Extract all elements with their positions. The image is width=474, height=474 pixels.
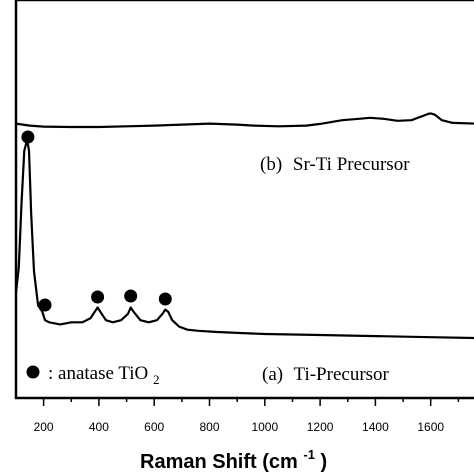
x-axis-title: Raman Shift (cm -1 ) (140, 442, 327, 473)
label-series-a-text: Ti-Precursor (294, 364, 390, 385)
label-series-b-text: Sr-Ti Precursor (293, 154, 410, 175)
anatase-marker (124, 289, 138, 303)
x-ticks (42, 398, 460, 406)
x-tick-labels: 20040060080010001200140016001 (34, 420, 445, 434)
anatase-marker (158, 292, 172, 306)
x-tick-label: 400 (89, 420, 109, 434)
x-tick-label: 1400 (362, 420, 389, 434)
anatase-marker (91, 290, 105, 304)
x-tick-label: 200 (34, 420, 54, 434)
x-axis-title-sup: -1 (303, 447, 315, 462)
label-series-b-prefix: (b) (260, 154, 282, 175)
x-tick-label: 1200 (307, 420, 334, 434)
label-series-b: (b) Sr-Ti Precursor (260, 154, 410, 175)
legend-text: : anatase TiO 2 (48, 363, 160, 387)
x-axis-title-tail: ) (321, 451, 328, 473)
plot-frame (14, 0, 474, 400)
x-tick-label: 600 (144, 420, 164, 434)
label-series-a-prefix: (a) (262, 364, 283, 385)
legend-subscript: 2 (153, 372, 160, 387)
anatase-marker (21, 130, 35, 144)
anatase-markers (21, 130, 172, 312)
series-line-a (14, 138, 474, 340)
anatase-marker (38, 298, 52, 312)
x-tick-label: 1600 (417, 420, 444, 434)
legend-marker (26, 365, 40, 379)
x-axis-title-main: Raman Shift (cm (140, 451, 298, 473)
legend-label: : anatase TiO (48, 363, 148, 384)
x-tick-label: 800 (199, 420, 219, 434)
x-tick-label: 1000 (251, 420, 278, 434)
series-line-b (15, 112, 474, 129)
series-layer (14, 112, 474, 340)
label-series-a: (a) Ti-Precursor (262, 364, 390, 385)
